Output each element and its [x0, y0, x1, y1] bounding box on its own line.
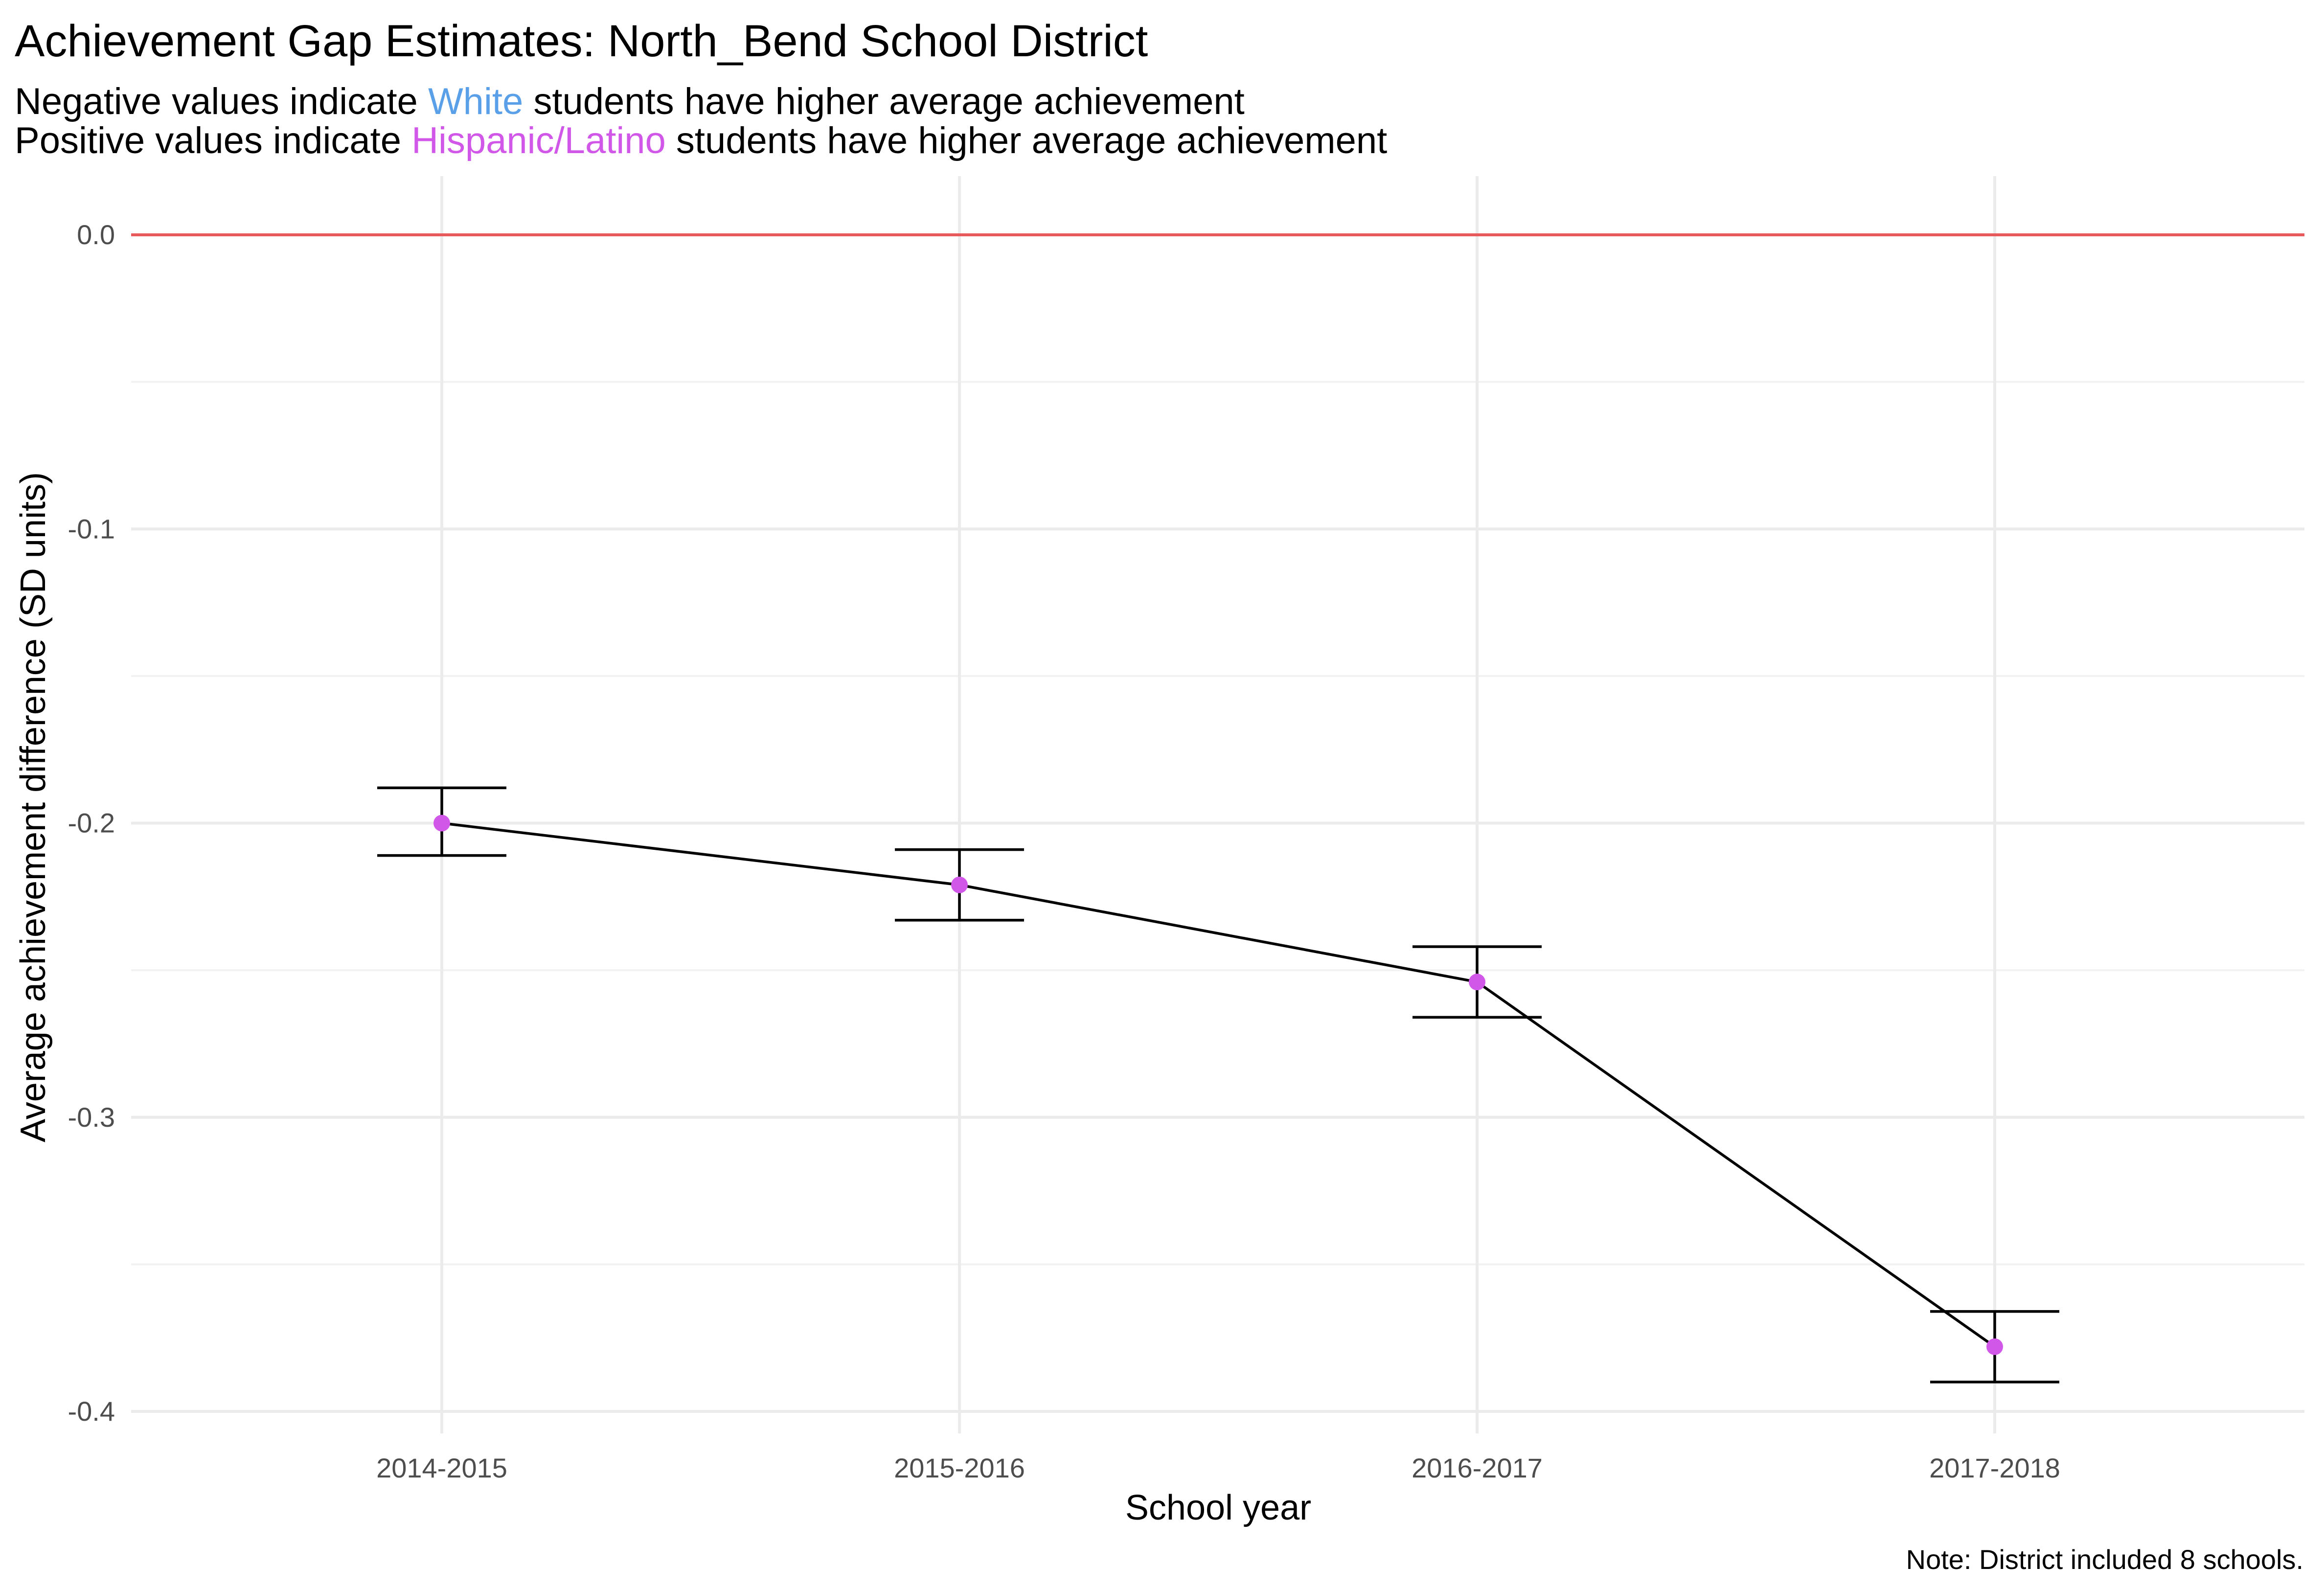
- y-tick-label: -0.1: [68, 513, 115, 544]
- x-tick-label: 2017-2018: [1929, 1453, 2060, 1483]
- y-tick-label: -0.3: [68, 1102, 115, 1133]
- subtitle-text: students have higher average achievement: [523, 81, 1245, 122]
- subtitle-line-positive: Positive values indicate Hispanic/Latino…: [15, 121, 1387, 160]
- tick-label-layer: 0.0 -0.1 -0.2 -0.3 -0.4 2014-2015 2015-2016 201…: [68, 219, 2060, 1483]
- data-point: [1986, 1338, 2003, 1355]
- y-tick-label: 0.0: [77, 219, 115, 250]
- subtitle-text: Positive values indicate: [15, 120, 412, 161]
- title-block: Achievement Gap Estimates: North_Bend Sc…: [15, 14, 1387, 160]
- x-tick-label: 2015-2016: [894, 1453, 1025, 1483]
- data-point: [433, 815, 450, 832]
- chart-caption: Note: District included 8 schools.: [1906, 1544, 2303, 1575]
- subtitle-highlight-hispanic-latino: Hispanic/Latino: [411, 120, 666, 161]
- grid-layer: [131, 176, 2304, 1433]
- subtitle-highlight-white: White: [428, 81, 524, 122]
- series-line: [441, 821, 1996, 1348]
- x-axis-title: School year: [1125, 1488, 1311, 1527]
- y-tick-label: -0.2: [68, 808, 115, 839]
- subtitle-text: Negative values indicate: [15, 81, 428, 122]
- data-point: [1469, 974, 1485, 991]
- data-point: [951, 876, 968, 893]
- subtitle-line-negative: Negative values indicate White students …: [15, 82, 1387, 121]
- x-tick-label: 2016-2017: [1412, 1453, 1543, 1483]
- subtitle-text: students have higher average achievement: [665, 120, 1388, 161]
- y-tick-label: -0.4: [68, 1396, 115, 1427]
- y-axis-title: Average achievement difference (SD units…: [14, 472, 53, 1142]
- data-layer: [377, 786, 2059, 1384]
- chart-title: Achievement Gap Estimates: North_Bend Sc…: [15, 16, 1148, 66]
- x-tick-label: 2014-2015: [376, 1453, 507, 1483]
